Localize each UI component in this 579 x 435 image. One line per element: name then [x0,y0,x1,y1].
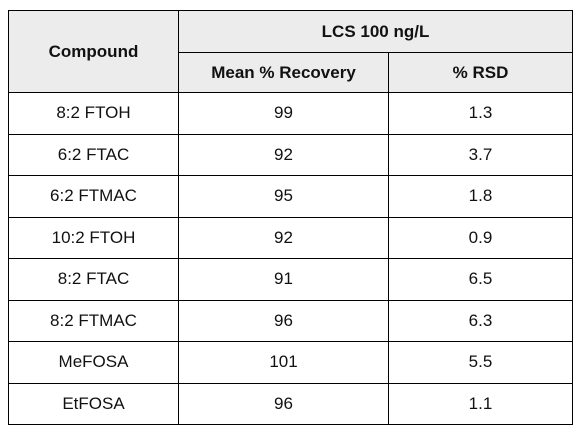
table-row: EtFOSA 96 1.1 [8,382,573,425]
recovery-cell: 91 [178,258,389,301]
group-header: LCS 100 ng/L [178,10,573,53]
table-row: 8:2 FTOH 99 1.3 [8,92,573,135]
compound-cell: 8:2 FTOH [8,92,179,135]
header-row: Compound LCS 100 ng/L [8,10,573,93]
recovery-cell: 96 [178,382,389,425]
table-row: 8:2 FTMAC 96 6.3 [8,299,573,342]
rsd-cell: 6.3 [388,299,573,342]
compound-cell: 8:2 FTMAC [8,299,179,342]
rsd-cell: 1.1 [388,382,573,425]
rsd-cell: 1.8 [388,175,573,218]
rsd-cell: 3.7 [388,133,573,176]
table-row: 8:2 FTAC 91 6.5 [8,258,573,301]
recovery-cell: 92 [178,216,389,259]
column-header: Mean % Recovery [178,52,389,93]
rsd-cell: 0.9 [388,216,573,259]
recovery-cell: 99 [178,92,389,135]
compound-cell: 6:2 FTAC [8,133,179,176]
compound-cell: EtFOSA [8,382,179,425]
table-body: 8:2 FTOH 99 1.3 6:2 FTAC 92 3.7 6:2 FTMAC 95 1.8… [8,92,573,425]
rsd-cell: 1.3 [388,92,573,135]
header-row: Mean % Recovery % RSD [9,52,573,93]
table-row: 6:2 FTMAC 95 1.8 [8,175,573,218]
table-row: 10:2 FTOH 92 0.9 [8,216,573,259]
column-header: Compound [8,10,179,93]
column-header: % RSD [388,52,573,93]
table-row: 6:2 FTAC 92 3.7 [8,133,573,176]
compound-cell: 10:2 FTOH [8,216,179,259]
recovery-cell: 101 [178,341,389,384]
results-table: Compound LCS 100 ng/L Mean % Recovery % … [8,10,573,425]
rsd-cell: 6.5 [388,258,573,301]
recovery-cell: 95 [178,175,389,218]
table-row: MeFOSA 101 5.5 [8,341,573,384]
rsd-cell: 5.5 [388,341,573,384]
compound-cell: MeFOSA [8,341,179,384]
compound-cell: 6:2 FTMAC [8,175,179,218]
recovery-cell: 92 [178,133,389,176]
compound-cell: 8:2 FTAC [8,258,179,301]
recovery-cell: 96 [178,299,389,342]
